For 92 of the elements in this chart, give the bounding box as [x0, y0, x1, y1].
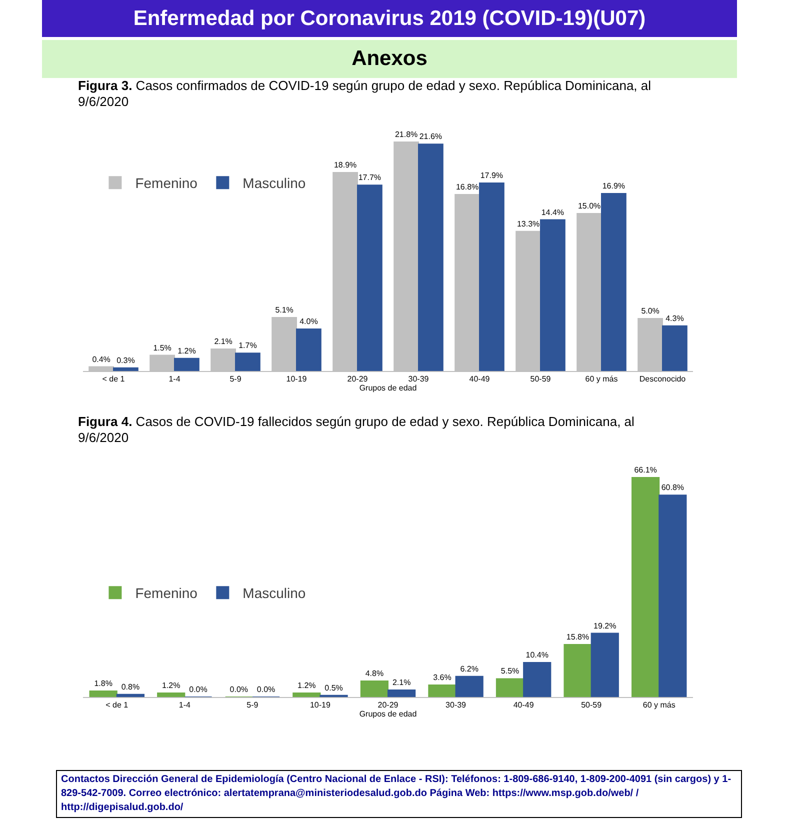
data-label: 60.8% [661, 483, 684, 492]
legend-label: Masculino [242, 585, 306, 602]
bar [523, 662, 552, 697]
data-label: 21.8% [394, 130, 418, 140]
legend-label: Femenino [135, 585, 198, 602]
bar [296, 328, 322, 371]
chart-title: Figura 4. Casos de COVID-19 fallecidos según grupo de edad y sexo. República Dominicana, al 9/6/2020 [78, 414, 636, 446]
bar [662, 325, 688, 371]
bar [116, 694, 144, 697]
bar [235, 352, 260, 371]
x-tick-label: 60 y más [585, 374, 618, 384]
bar [292, 692, 321, 697]
data-label: 1.2% [178, 346, 196, 356]
data-label: 0.5% [324, 683, 343, 692]
data-label: 2.1% [392, 678, 411, 688]
bar [360, 680, 388, 697]
data-label: 1.7% [238, 341, 257, 350]
bar [496, 678, 524, 697]
bar [632, 477, 660, 697]
data-label: 5.1% [275, 305, 294, 314]
data-label: 5.0% [641, 306, 660, 316]
data-label: 0.0% [230, 685, 248, 694]
text: Anexos [42, 40, 737, 78]
data-label: 66.1% [634, 466, 657, 475]
data-label: 5.5% [500, 666, 520, 676]
data-label: 4.3% [666, 314, 684, 323]
x-tick-label: 20-29 [347, 374, 368, 384]
x-axis-title: Grupos de edad [359, 384, 417, 393]
legend-label: Femenino [135, 175, 198, 192]
data-label: 6.2% [460, 664, 478, 674]
chart-title: Figura 3. Casos confirmados de COVID-19 según grupo de edad y sexo. República Dominicana, al 9/6/2020 [78, 78, 652, 110]
data-label: 15.0% [578, 201, 601, 210]
x-tick-label: 5-9 [230, 374, 242, 384]
data-label: 15.8% [566, 632, 590, 642]
data-label: 3.6% [433, 673, 452, 682]
x-tick-label: 30-39 [446, 700, 467, 710]
bar [388, 690, 416, 697]
x-tick-label: 50-59 [530, 374, 552, 384]
bar [174, 358, 200, 371]
x-tick-label: 40-49 [513, 700, 534, 710]
bar [601, 193, 626, 371]
data-label: 21.6% [419, 132, 442, 142]
data-label: 1.2% [298, 681, 316, 690]
x-tick-label: < de 1 [106, 700, 129, 710]
data-label: 1.2% [162, 681, 180, 690]
data-label: 19.2% [594, 621, 616, 630]
x-tick-label: 50-59 [581, 700, 602, 710]
x-tick-label: 1-4 [168, 374, 181, 384]
bar [455, 676, 484, 697]
data-label: 17.9% [480, 171, 504, 180]
data-label: 0.3% [116, 356, 135, 365]
data-label: 13.3% [516, 219, 540, 228]
data-label: 0.0% [256, 685, 276, 694]
legend-label: Masculino [242, 175, 306, 192]
data-label: 16.9% [602, 182, 626, 191]
data-label: 2.1% [214, 336, 232, 346]
bar [590, 632, 619, 697]
text: Enfermedad por Coronavirus 2019 (COVID-19)(U07) [42, 0, 737, 37]
data-label: 0.8% [121, 682, 140, 692]
data-label: 10.4% [526, 650, 548, 660]
data-label: 1.5% [153, 343, 172, 352]
data-label: 0.0% [189, 685, 208, 694]
x-tick-label: 20-29 [378, 700, 399, 710]
bar [479, 182, 504, 371]
data-label: 18.9% [334, 160, 357, 170]
data-label: 4.8% [365, 669, 384, 678]
x-tick-label: 10-19 [310, 700, 331, 710]
x-axis-title: Grupos de edad [359, 710, 417, 719]
data-label: 1.8% [94, 679, 112, 688]
x-tick-label: 40-49 [469, 374, 490, 384]
x-tick-label: 1-4 [178, 700, 191, 710]
x-tick-label: 60 y más [642, 700, 676, 710]
bar [428, 684, 456, 697]
bar [89, 690, 118, 697]
bar [564, 644, 592, 697]
text: Contactos Dirección General de Epidemiología (Centro Nacional de Enlace - RSI): Teléfonos: 1-809-686-9140, 1-809-200-4091 (sin cargos) y 1-829-542-7009. Correo electrónico: alertatemprana@ministeriodesalud.gob.do Página Web: https://www.msp.gob.do/web/ / http://digepisalud.gob.do/ [56, 770, 742, 818]
x-tick-label: 5-9 [246, 700, 259, 710]
bar [113, 367, 138, 371]
x-tick-label: < de 1 [102, 374, 126, 384]
bar [540, 219, 566, 371]
data-label: 4.0% [300, 316, 318, 326]
x-tick-label: 10-19 [286, 374, 308, 384]
data-label: 0.4% [92, 354, 110, 364]
bar [157, 692, 186, 697]
x-tick-label: Desconocido [639, 374, 686, 384]
data-label: 16.8% [456, 182, 479, 192]
data-label: 17.7% [358, 173, 382, 182]
bar [357, 184, 382, 371]
x-tick-label: 30-39 [408, 374, 430, 384]
bar [658, 494, 687, 697]
bar [418, 144, 444, 371]
data-label: 14.4% [541, 208, 564, 217]
